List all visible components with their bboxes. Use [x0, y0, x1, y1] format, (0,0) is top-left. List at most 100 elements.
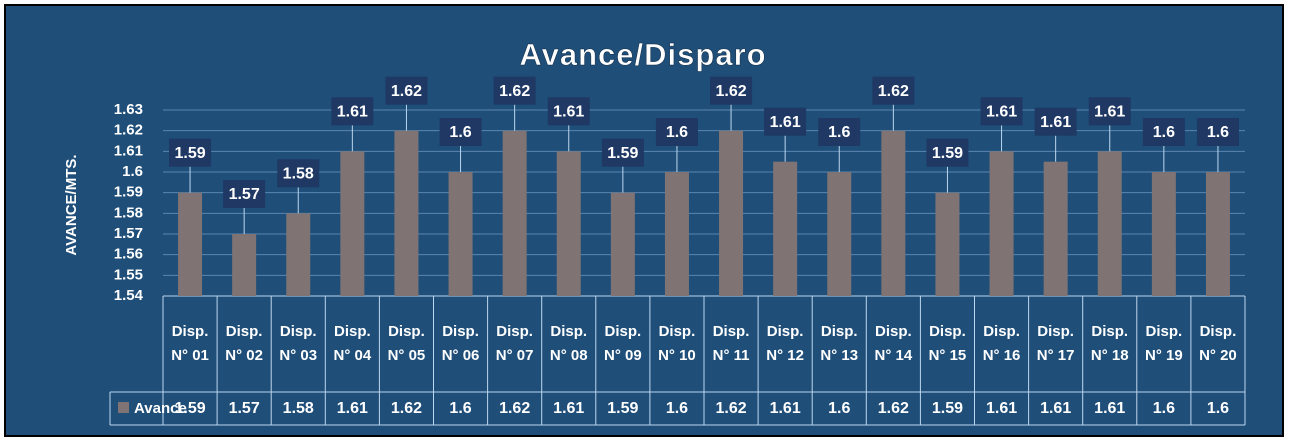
data-label: 1.61 — [1040, 114, 1071, 131]
x-tick-label: Disp. N° 01 — [163, 297, 217, 391]
table-value: 1.6 — [666, 400, 688, 417]
bar — [232, 234, 257, 296]
bar — [178, 192, 203, 296]
x-tick-label: Disp. N° 03 — [271, 297, 325, 391]
table-value: 1.59 — [607, 400, 638, 417]
table-value: 1.61 — [1094, 400, 1125, 417]
y-tick-label: 1.57 — [114, 225, 143, 242]
x-tick-label: Disp. N° 18 — [1083, 297, 1137, 391]
category-text: Disp. N° 07 — [495, 323, 534, 364]
data-label-box — [980, 97, 1023, 126]
data-label: 1.61 — [553, 104, 584, 121]
y-tick-label: 1.56 — [114, 246, 143, 263]
data-label: 1.61 — [1094, 104, 1125, 121]
data-label: 1.61 — [337, 104, 368, 121]
table-value: 1.6 — [828, 400, 850, 417]
chart-title: Avance/Disparo — [519, 37, 766, 72]
data-label-box — [385, 76, 428, 105]
category-text: Disp. N° 18 — [1090, 323, 1129, 364]
bar — [719, 130, 744, 296]
data-label-box — [493, 76, 536, 105]
category-text: Disp. N° 08 — [549, 323, 588, 364]
legend-swatch — [118, 402, 129, 413]
data-label-box — [1088, 97, 1131, 126]
bar — [935, 192, 960, 296]
data-label: 1.62 — [715, 83, 746, 100]
table-value: 1.59 — [932, 400, 963, 417]
bar — [502, 130, 527, 296]
table-value: 1.61 — [553, 400, 584, 417]
y-tick-label: 1.63 — [114, 101, 143, 118]
category-text: Disp. N° 02 — [225, 323, 263, 364]
table-value: 1.6 — [449, 400, 471, 417]
data-label-box — [1142, 118, 1185, 146]
x-tick-label: Disp. N° 09 — [596, 297, 650, 391]
category-text: Disp. N° 13 — [820, 323, 859, 364]
x-tick-label: Disp. N° 19 — [1137, 297, 1191, 391]
data-label: 1.6 — [666, 124, 688, 141]
data-label-box — [1196, 118, 1239, 146]
data-label: 1.58 — [283, 166, 314, 183]
category-text: Disp. N° 12 — [766, 323, 804, 364]
table-value: 1.6 — [1153, 400, 1175, 417]
data-label-box — [818, 118, 861, 146]
bar — [664, 172, 689, 296]
data-label-box — [223, 180, 266, 208]
category-text: Disp. N° 11 — [712, 323, 750, 364]
x-tick-label: Disp. N° 11 — [704, 297, 758, 391]
x-tick-label: Disp. N° 08 — [542, 297, 596, 391]
x-tick-label: Disp. N° 05 — [379, 297, 433, 391]
data-label-box — [547, 97, 590, 126]
data-label-box — [655, 118, 698, 146]
category-text: Disp. N° 17 — [1036, 323, 1075, 364]
data-label: 1.62 — [878, 83, 909, 100]
y-tick-label: 1.6 — [122, 163, 143, 180]
x-tick-label: Disp. N° 20 — [1191, 297, 1245, 391]
bar — [773, 161, 798, 296]
category-text: Disp. N° 05 — [387, 323, 426, 364]
y-tick-label: 1.58 — [114, 204, 143, 221]
data-label: 1.61 — [770, 114, 801, 131]
data-label-box — [331, 97, 374, 126]
x-tick-label: Disp. N° 17 — [1029, 297, 1083, 391]
bar — [1151, 172, 1176, 296]
x-tick-label: Disp. N° 06 — [434, 297, 488, 391]
y-tick-label: 1.55 — [114, 266, 143, 283]
table-value: 1.59 — [174, 400, 205, 417]
category-text: Disp. N° 15 — [928, 323, 967, 364]
data-label: 1.62 — [391, 83, 422, 100]
table-value: 1.62 — [715, 400, 746, 417]
category-text: Disp. N° 09 — [604, 323, 642, 364]
bar — [827, 172, 852, 296]
bar — [286, 213, 311, 296]
category-text: Disp. N° 16 — [982, 323, 1021, 364]
y-tick-label: 1.54 — [114, 287, 144, 304]
x-tick-label: Disp. N° 13 — [812, 297, 866, 391]
table-value: 1.62 — [391, 400, 422, 417]
y-tick-label: 1.59 — [114, 184, 143, 201]
data-label: 1.62 — [499, 83, 530, 100]
category-text: Disp. N° 14 — [874, 323, 913, 364]
data-label-box — [764, 107, 807, 136]
x-tick-label: Disp. N° 12 — [758, 297, 812, 391]
table-value: 1.58 — [283, 400, 314, 417]
table-value: 1.61 — [1040, 400, 1071, 417]
chart-area — [4, 4, 1284, 437]
y-axis-label: AVANCE/MTS. — [63, 154, 80, 255]
bar — [881, 130, 906, 296]
data-label: 1.59 — [607, 145, 638, 162]
category-text: Disp. N° 01 — [171, 323, 209, 364]
category-text: Disp. N° 19 — [1145, 323, 1183, 364]
table-value: 1.61 — [337, 400, 368, 417]
data-label: 1.59 — [932, 145, 963, 162]
category-text: Disp. N° 04 — [333, 323, 372, 364]
x-tick-label: Disp. N° 15 — [920, 297, 974, 391]
category-text: Disp. N° 03 — [279, 323, 318, 364]
data-label: 1.6 — [1153, 124, 1175, 141]
table-value: 1.57 — [229, 400, 260, 417]
legend-label: Avance — [134, 400, 187, 417]
data-label-box — [710, 76, 753, 105]
bar — [1043, 161, 1068, 296]
bar — [448, 172, 473, 296]
